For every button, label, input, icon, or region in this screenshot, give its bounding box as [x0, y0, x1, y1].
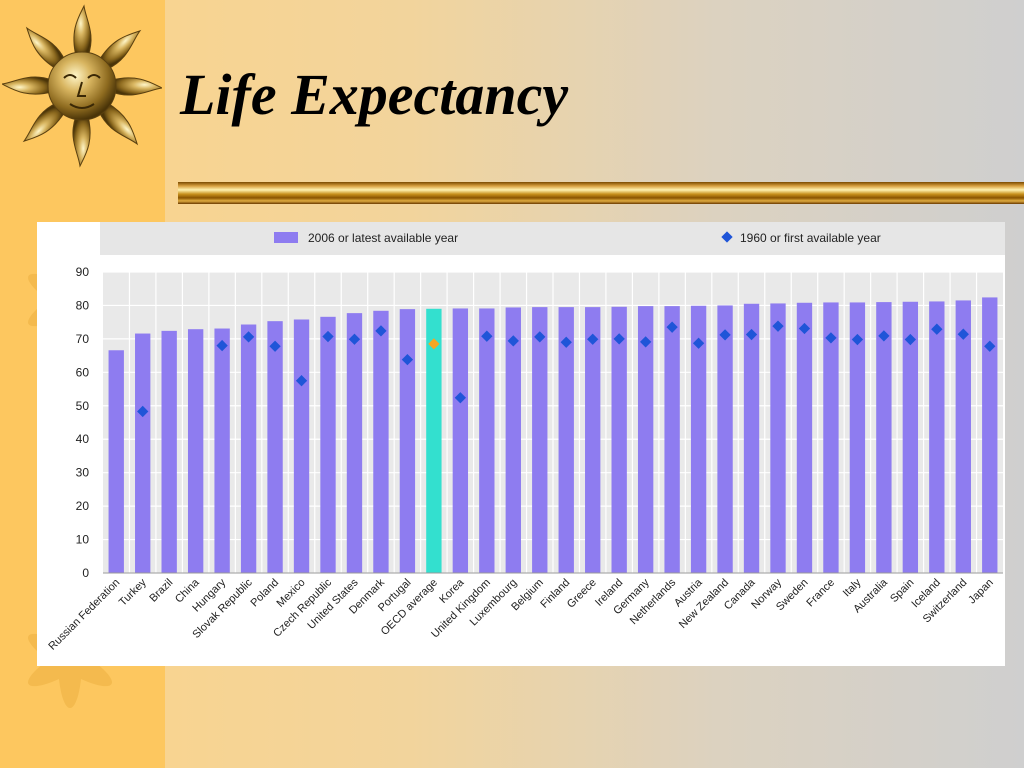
bar — [214, 328, 230, 573]
marker-point — [507, 335, 519, 347]
marker-point — [454, 392, 467, 404]
slide-title: Life Expectancy — [180, 62, 569, 127]
bar — [187, 329, 204, 573]
bar — [135, 333, 151, 573]
marker-point — [666, 321, 678, 333]
bar — [479, 308, 495, 573]
life-expectancy-chart: 2006 or latest available year 1960 or fi… — [46, 222, 1005, 653]
title-divider-rule — [178, 182, 1024, 204]
bar — [823, 302, 839, 573]
bar — [373, 310, 389, 573]
bar — [267, 321, 283, 573]
x-tick-label: Brazil — [147, 577, 175, 605]
sun-face-icon — [2, 4, 162, 168]
y-tick-label: 30 — [76, 466, 90, 480]
bar — [664, 306, 680, 573]
y-tick-label: 80 — [76, 298, 90, 312]
marker-point — [401, 353, 414, 366]
chart-panel: 2006 or latest available year 1960 or fi… — [37, 222, 1005, 666]
y-tick-label: 40 — [76, 432, 90, 446]
x-tick-label: Russian Federation — [46, 577, 122, 653]
marker-point — [216, 339, 228, 352]
bar — [929, 301, 945, 573]
bar — [611, 306, 627, 573]
y-tick-label: 50 — [76, 399, 90, 413]
bar — [108, 350, 124, 573]
legend-background — [100, 222, 1005, 255]
legend-marker-label: 1960 or first available year — [740, 231, 881, 245]
bar — [796, 302, 813, 573]
bar — [955, 300, 971, 573]
marker-point — [295, 375, 308, 387]
bar-series — [108, 297, 998, 573]
bar — [717, 305, 733, 573]
y-tick-label: 70 — [76, 332, 90, 346]
marker-point — [984, 340, 996, 352]
bar — [320, 316, 336, 573]
bar — [426, 308, 442, 573]
bar — [532, 307, 548, 573]
bar — [982, 297, 998, 573]
x-tick-label: Greece — [565, 577, 599, 611]
bar — [902, 301, 919, 573]
y-tick-label: 60 — [76, 365, 90, 379]
x-tick-label: Japan — [966, 577, 996, 607]
marker-point — [322, 330, 334, 343]
bar — [346, 313, 363, 573]
bar — [770, 303, 786, 573]
bar — [161, 330, 177, 573]
y-axis: 0 10 20 30 40 50 60 70 80 90 — [76, 265, 90, 580]
x-tick-label: Poland — [248, 577, 281, 610]
bar — [399, 309, 416, 573]
x-tick-label: France — [804, 577, 837, 610]
bar — [505, 307, 521, 573]
marker-point — [269, 340, 281, 352]
bar — [585, 307, 601, 573]
y-tick-label: 10 — [76, 533, 90, 547]
x-axis: Russian FederationTurkeyBrazilChinaHunga… — [46, 572, 1003, 653]
marker-point — [878, 330, 890, 342]
marker-point — [137, 405, 149, 418]
y-tick-label: 0 — [82, 566, 89, 580]
bar — [558, 307, 574, 573]
legend-bar-label: 2006 or latest available year — [308, 231, 458, 245]
bar — [637, 306, 654, 573]
bar — [452, 308, 469, 573]
x-tick-label: Italy — [841, 576, 864, 599]
bar — [240, 324, 257, 573]
bar — [743, 303, 760, 573]
legend-bar-swatch — [274, 232, 298, 243]
marker-point — [481, 330, 493, 342]
y-tick-label: 20 — [76, 499, 90, 513]
x-tick-label: Turkey — [117, 576, 149, 608]
bar — [293, 319, 310, 573]
bar — [876, 302, 892, 573]
bar — [690, 305, 707, 573]
bar — [849, 302, 866, 573]
y-tick-label: 90 — [76, 265, 90, 279]
